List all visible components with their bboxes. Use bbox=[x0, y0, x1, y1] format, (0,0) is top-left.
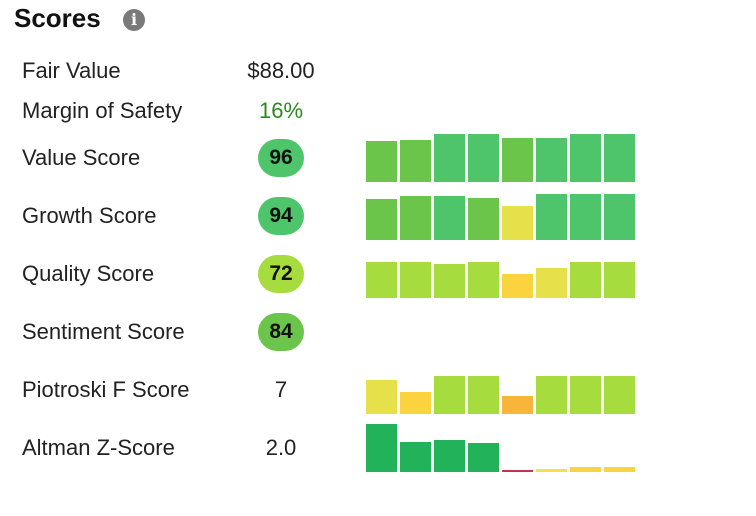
quality-score-history-bar-4 bbox=[468, 262, 499, 298]
value-score-history-bar-4 bbox=[468, 134, 499, 182]
piotroski-f-score-history-bar-2 bbox=[400, 392, 431, 414]
scores-title: Scores bbox=[14, 3, 101, 33]
growth-score-label: Growth Score bbox=[22, 203, 157, 228]
piotroski-f-score-history-bar-1 bbox=[366, 380, 397, 414]
growth-score-history-bar-7 bbox=[570, 194, 601, 240]
value-score-history-chart bbox=[366, 134, 636, 182]
growth-score-history-bar-4 bbox=[468, 198, 499, 240]
margin-of-safety-value: 16% bbox=[258, 98, 304, 123]
value-score-history-bar-6 bbox=[536, 138, 567, 182]
piotroski-f-score-history-bar-7 bbox=[570, 376, 601, 414]
growth-score-history-bar-5 bbox=[502, 206, 533, 240]
quality-score-history-bar-3 bbox=[434, 264, 465, 298]
value-score-badge: 96 bbox=[258, 139, 304, 177]
margin-of-safety-label: Margin of Safety bbox=[22, 98, 183, 123]
piotroski-f-score-history-bar-3 bbox=[434, 376, 465, 414]
value-score-history-bar-2 bbox=[400, 140, 431, 182]
piotroski-f-score-history-chart bbox=[366, 366, 636, 414]
info-icon[interactable]: i bbox=[123, 9, 145, 31]
altman-z-score-history-bar-8 bbox=[604, 467, 635, 472]
growth-score-history-bar-3 bbox=[434, 196, 465, 240]
piotroski-f-score-history-bar-6 bbox=[536, 376, 567, 414]
growth-score-history-bar-2 bbox=[400, 196, 431, 240]
quality-score-history-bar-1 bbox=[366, 262, 397, 298]
altman-z-score-label: Altman Z-Score bbox=[22, 435, 175, 460]
piotroski-f-score-row: Piotroski F Score 7 bbox=[0, 366, 756, 414]
sentiment-score-badge: 84 bbox=[258, 313, 304, 351]
piotroski-f-score-label: Piotroski F Score bbox=[22, 377, 190, 402]
fair-value-value: $88.00 bbox=[247, 58, 315, 83]
value-score-history-bar-8 bbox=[604, 134, 635, 182]
altman-z-score-history-bar-2 bbox=[400, 442, 431, 472]
quality-score-row: Quality Score 72 bbox=[0, 250, 756, 298]
growth-score-badge: 94 bbox=[258, 197, 304, 235]
altman-z-score-history-bar-3 bbox=[434, 440, 465, 472]
quality-score-history-chart bbox=[366, 250, 636, 298]
sentiment-score-row: Sentiment Score 84 bbox=[0, 308, 756, 356]
quality-score-history-bar-6 bbox=[536, 268, 567, 298]
quality-score-history-bar-2 bbox=[400, 262, 431, 298]
quality-score-history-bar-8 bbox=[604, 262, 635, 298]
altman-z-score-history-bar-5 bbox=[502, 470, 533, 472]
quality-score-history-bar-5 bbox=[502, 274, 533, 298]
altman-z-score-history-chart bbox=[366, 424, 636, 472]
quality-score-history-bar-7 bbox=[570, 262, 601, 298]
altman-z-score-history-bar-7 bbox=[570, 467, 601, 472]
margin-of-safety-row: Margin of Safety 16% bbox=[0, 96, 756, 126]
piotroski-f-score-value: 7 bbox=[274, 377, 288, 402]
quality-score-label: Quality Score bbox=[22, 261, 155, 286]
piotroski-f-score-history-bar-8 bbox=[604, 376, 635, 414]
fair-value-row: Fair Value $88.00 bbox=[0, 56, 756, 86]
growth-score-history-bar-1 bbox=[366, 199, 397, 240]
growth-score-history-chart bbox=[366, 192, 636, 240]
growth-score-row: Growth Score 94 bbox=[0, 192, 756, 240]
piotroski-f-score-history-bar-5 bbox=[502, 396, 533, 414]
value-score-history-bar-7 bbox=[570, 134, 601, 182]
growth-score-history-bar-6 bbox=[536, 194, 567, 240]
value-score-label: Value Score bbox=[22, 145, 141, 170]
fair-value-label: Fair Value bbox=[22, 58, 121, 83]
altman-z-score-row: Altman Z-Score 2.0 bbox=[0, 424, 756, 472]
altman-z-score-value: 2.0 bbox=[265, 435, 297, 460]
value-score-row: Value Score 96 bbox=[0, 134, 756, 182]
value-score-history-bar-5 bbox=[502, 138, 533, 182]
altman-z-score-history-bar-4 bbox=[468, 443, 499, 472]
altman-z-score-history-bar-1 bbox=[366, 424, 397, 472]
value-score-history-bar-1 bbox=[366, 141, 397, 182]
value-score-history-bar-3 bbox=[434, 134, 465, 182]
sentiment-score-label: Sentiment Score bbox=[22, 319, 185, 344]
piotroski-f-score-history-bar-4 bbox=[468, 376, 499, 414]
quality-score-badge: 72 bbox=[258, 255, 304, 293]
growth-score-history-bar-8 bbox=[604, 194, 635, 240]
altman-z-score-history-bar-6 bbox=[536, 469, 567, 472]
